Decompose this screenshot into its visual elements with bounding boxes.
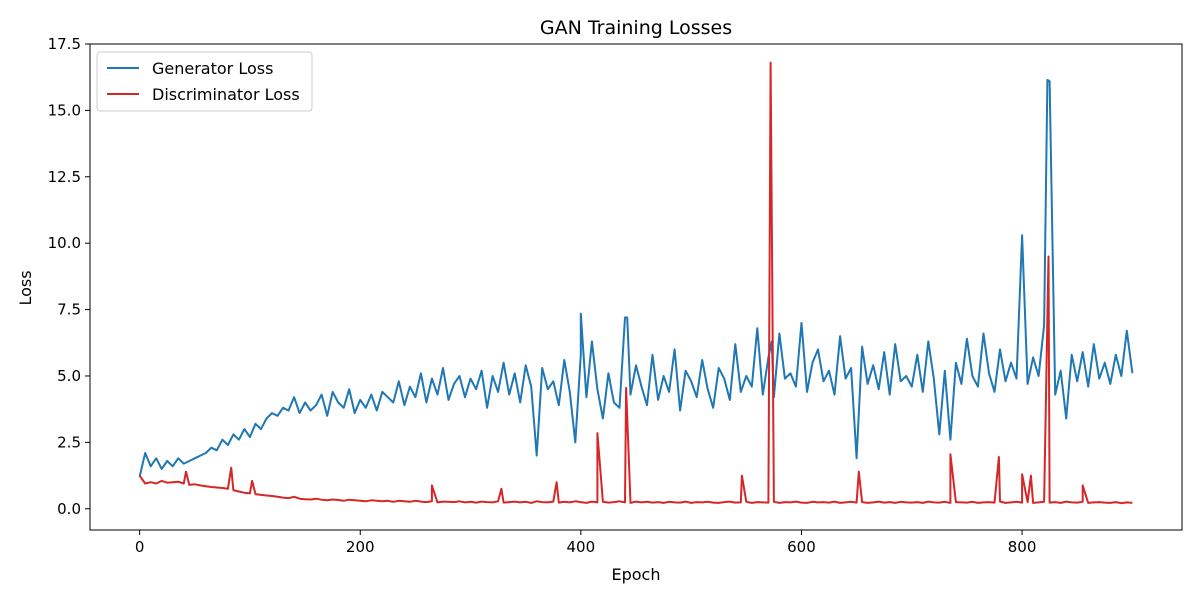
y-axis: 0.0 2.5 5.0 7.5 10.0 12.5 15.0 17.5 <box>48 35 90 518</box>
y-tick-label: 12.5 <box>48 168 81 186</box>
legend-label-discriminator: Discriminator Loss <box>152 85 300 104</box>
series-layer <box>138 61 1134 505</box>
legend-label-generator: Generator Loss <box>152 59 273 78</box>
y-tick-label: 0.0 <box>57 500 81 518</box>
y-tick-label: 17.5 <box>48 35 81 53</box>
plot-frame <box>89 43 1183 531</box>
x-tick-label: 800 <box>1008 538 1037 556</box>
chart-title: GAN Training Losses <box>540 17 732 39</box>
y-tick-label: 7.5 <box>57 301 81 319</box>
y-axis-label: Loss <box>16 270 35 305</box>
y-tick-label: 10.0 <box>48 234 81 252</box>
legend: Generator Loss Discriminator Loss <box>96 51 313 112</box>
x-tick-label: 0 <box>135 538 145 556</box>
x-axis-label: Epoch <box>612 565 661 584</box>
x-tick-label: 600 <box>787 538 816 556</box>
x-tick-label: 400 <box>567 538 596 556</box>
legend-box <box>96 51 313 112</box>
y-tick-label: 15.0 <box>48 101 81 119</box>
y-tick-label: 2.5 <box>57 433 81 451</box>
x-axis: 0 200 400 600 800 <box>135 530 1037 556</box>
series-line-discriminator <box>138 61 1133 505</box>
series-line-generator <box>138 78 1134 478</box>
x-tick-label: 200 <box>346 538 375 556</box>
y-tick-label: 5.0 <box>57 367 81 385</box>
